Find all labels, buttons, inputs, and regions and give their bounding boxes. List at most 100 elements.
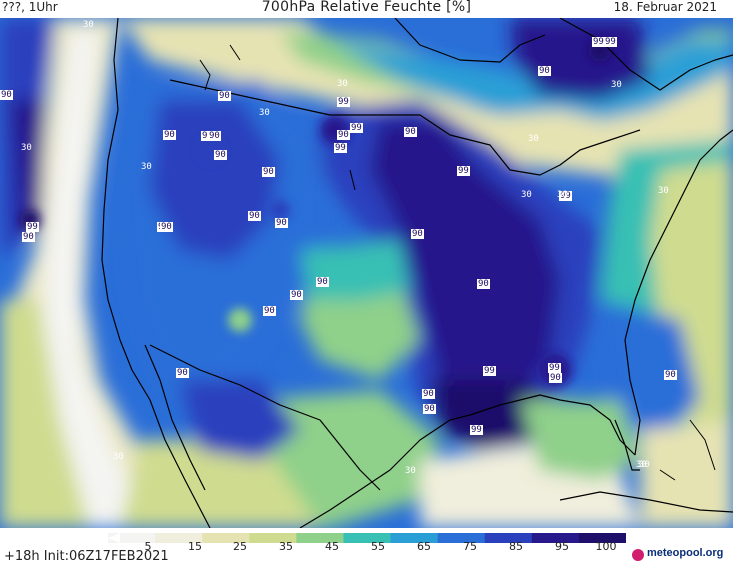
- contour-label: 90: [411, 229, 424, 239]
- east-coastline: [624, 129, 733, 456]
- init-time: +18h Init:06Z17FEB2021: [4, 549, 169, 564]
- contour-label: 30: [557, 190, 568, 200]
- scale-tick-label: 45: [325, 540, 339, 553]
- baja-coast: [144, 344, 206, 491]
- contour-label: 90: [538, 66, 551, 76]
- contour-label: 99: [457, 166, 470, 176]
- contour-label: 99: [548, 363, 561, 373]
- contour-label: 90: [163, 130, 176, 140]
- scale-segment: [484, 533, 533, 543]
- west-coastline: [101, 18, 211, 528]
- humidity-map: 3090309990309999909090309099909990309090…: [0, 18, 733, 528]
- contour-label: 90: [316, 277, 329, 287]
- forecast-day-time: ???, 1Uhr: [2, 0, 58, 14]
- contour-label: 90: [218, 91, 231, 101]
- plains-cyan: [300, 240, 410, 300]
- contour-label: 90: [549, 373, 562, 383]
- scale-segment: [108, 533, 156, 543]
- contour-label: 90: [664, 370, 677, 380]
- contour-label: 90: [422, 389, 435, 399]
- scale-segment: [343, 533, 392, 543]
- plains-green: [300, 280, 420, 380]
- contour-label: 90: [275, 218, 288, 228]
- contour-label: 30: [639, 460, 650, 470]
- island-specks: [199, 44, 716, 481]
- pacific-core: [10, 100, 45, 240]
- scale-segment: [155, 533, 203, 543]
- scale-tick-label: 100: [595, 540, 617, 553]
- contour-label: 99: [604, 37, 617, 47]
- contour-label: 99: [592, 37, 605, 47]
- gulf-coast: [469, 394, 636, 456]
- contour-label: 99: [559, 191, 572, 201]
- contour-label: 90: [262, 167, 275, 177]
- coastlines: [101, 18, 733, 528]
- great-lakes: [449, 129, 641, 176]
- scale-tick-label: 65: [417, 540, 431, 553]
- contour-label: 30: [636, 460, 647, 470]
- contour-label: 30: [141, 162, 152, 172]
- contour-label: 90: [160, 222, 173, 232]
- scale-segment: [531, 533, 580, 543]
- logo-text: meteopool.org: [647, 547, 724, 559]
- scale-tick-label: 75: [463, 540, 477, 553]
- contour-label: 90: [248, 211, 261, 221]
- contour-label: 99: [26, 222, 39, 232]
- north-arc-core: [330, 40, 733, 130]
- contour-label: 90: [214, 150, 227, 160]
- speck-5: [228, 308, 252, 332]
- mexico-east-coast: [299, 414, 471, 528]
- header: ???, 1Uhr 700hPa Relative Feuchte [%] 18…: [0, 0, 733, 18]
- mexico-border: [149, 344, 381, 491]
- cuba: [559, 491, 733, 513]
- contour-label: 99: [337, 97, 350, 107]
- contour-label: 90: [477, 279, 490, 289]
- contour-label: 90: [22, 232, 35, 242]
- scale-tick-label: 55: [371, 540, 385, 553]
- contour-label: 30: [521, 190, 532, 200]
- gulf-deep: [430, 380, 560, 450]
- scale-left-arrow: [108, 533, 120, 543]
- contour-label: 99: [470, 425, 483, 435]
- scale-tick-label: 15: [188, 540, 202, 553]
- color-scale: [108, 528, 627, 543]
- contour-label: 90: [423, 404, 436, 414]
- humidity-field: [0, 18, 733, 528]
- contour-label: 90: [404, 127, 417, 137]
- contour-label: 30: [113, 452, 124, 462]
- scale-tick-label: 5: [144, 540, 152, 553]
- map-title: 700hPa Relative Feuchte [%]: [261, 0, 472, 15]
- scale-segment: [390, 533, 439, 543]
- mexico-dry: [120, 440, 320, 528]
- central-deep: [370, 120, 560, 420]
- hudson-coast: [394, 18, 546, 63]
- contour-label: 99: [334, 143, 347, 153]
- florida: [614, 419, 640, 471]
- contour-label: 30: [658, 186, 669, 196]
- contour-label: 90: [201, 131, 214, 141]
- speck-4: [270, 200, 290, 220]
- contour-label: 30: [611, 80, 622, 90]
- scale-tick-label: 25: [233, 540, 247, 553]
- contour-label: 90: [290, 290, 303, 300]
- contour-label: 90: [208, 131, 221, 141]
- contour-label: 30: [337, 79, 348, 89]
- scale-segment: [202, 533, 250, 543]
- scale-tick-label: 85: [509, 540, 523, 553]
- sw-pacific-green: [0, 300, 90, 528]
- contour-label: 30: [83, 20, 94, 30]
- contour-label: 90: [263, 306, 276, 316]
- valid-date: 18. Februar 2021: [613, 0, 717, 14]
- contour-label: 90: [337, 130, 350, 140]
- caribbean-dry: [640, 420, 733, 528]
- contour-label: 90: [176, 368, 189, 378]
- logo-mark-icon: [632, 549, 644, 561]
- canada-border: [169, 79, 451, 136]
- contour-label: 30: [259, 108, 270, 118]
- contour-label: 30: [528, 134, 539, 144]
- scale-segment: [249, 533, 297, 543]
- scale-right-arrow: [616, 533, 626, 543]
- contour-label: 99: [350, 123, 363, 133]
- scale-segment: [578, 533, 627, 543]
- footer: 5 15 25 35 45 55 65 75 85 95 100 +18h Init:06Z17FE…: [0, 528, 733, 566]
